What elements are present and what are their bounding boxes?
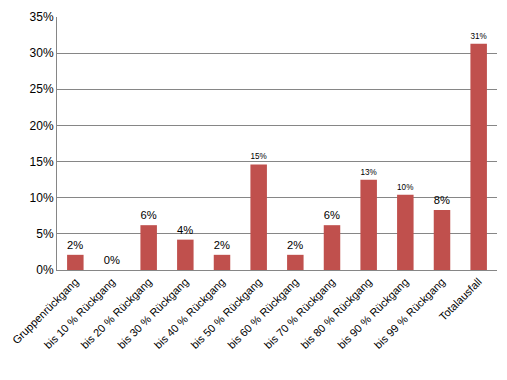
svg-text:2%: 2% [287,239,303,251]
svg-text:bis 40 % Rückgang: bis 40 % Rückgang [152,276,228,352]
svg-text:15%: 15% [30,155,54,169]
svg-text:bis 50 % Rückgang: bis 50 % Rückgang [188,276,264,352]
svg-text:10%: 10% [30,191,54,205]
svg-text:bis 99 % Rückgang: bis 99 % Rückgang [372,276,448,352]
svg-text:8%: 8% [434,194,450,206]
svg-text:35%: 35% [30,10,54,24]
svg-text:0%: 0% [36,263,54,277]
svg-text:bis 70 % Rückgang: bis 70 % Rückgang [262,276,338,352]
svg-text:30%: 30% [30,46,54,60]
svg-text:5%: 5% [36,227,54,241]
svg-text:0%: 0% [104,254,120,266]
svg-text:bis 90 % Rückgang: bis 90 % Rückgang [335,276,411,352]
svg-text:13%: 13% [360,168,376,177]
svg-text:bis 80 % Rückgang: bis 80 % Rückgang [298,276,374,352]
svg-text:31%: 31% [470,32,486,41]
svg-text:2%: 2% [214,239,230,251]
svg-text:Gruppenrückgang: Gruppenrückgang [10,276,81,347]
svg-text:20%: 20% [30,119,54,133]
svg-text:bis 10 % Rückgang: bis 10 % Rückgang [42,276,118,352]
svg-text:bis 60 % Rückgang: bis 60 % Rückgang [225,276,301,352]
svg-text:25%: 25% [30,82,54,96]
svg-text:15%: 15% [250,152,266,161]
svg-text:bis 20 % Rückgang: bis 20 % Rückgang [78,276,154,352]
svg-text:Totalausfall: Totalausfall [437,276,484,323]
svg-text:6%: 6% [324,209,340,221]
svg-text:6%: 6% [140,209,156,221]
svg-text:4%: 4% [177,224,193,236]
svg-text:2%: 2% [67,239,83,251]
svg-text:10%: 10% [397,183,413,192]
svg-text:bis 30 % Rückgang: bis 30 % Rückgang [115,276,191,352]
